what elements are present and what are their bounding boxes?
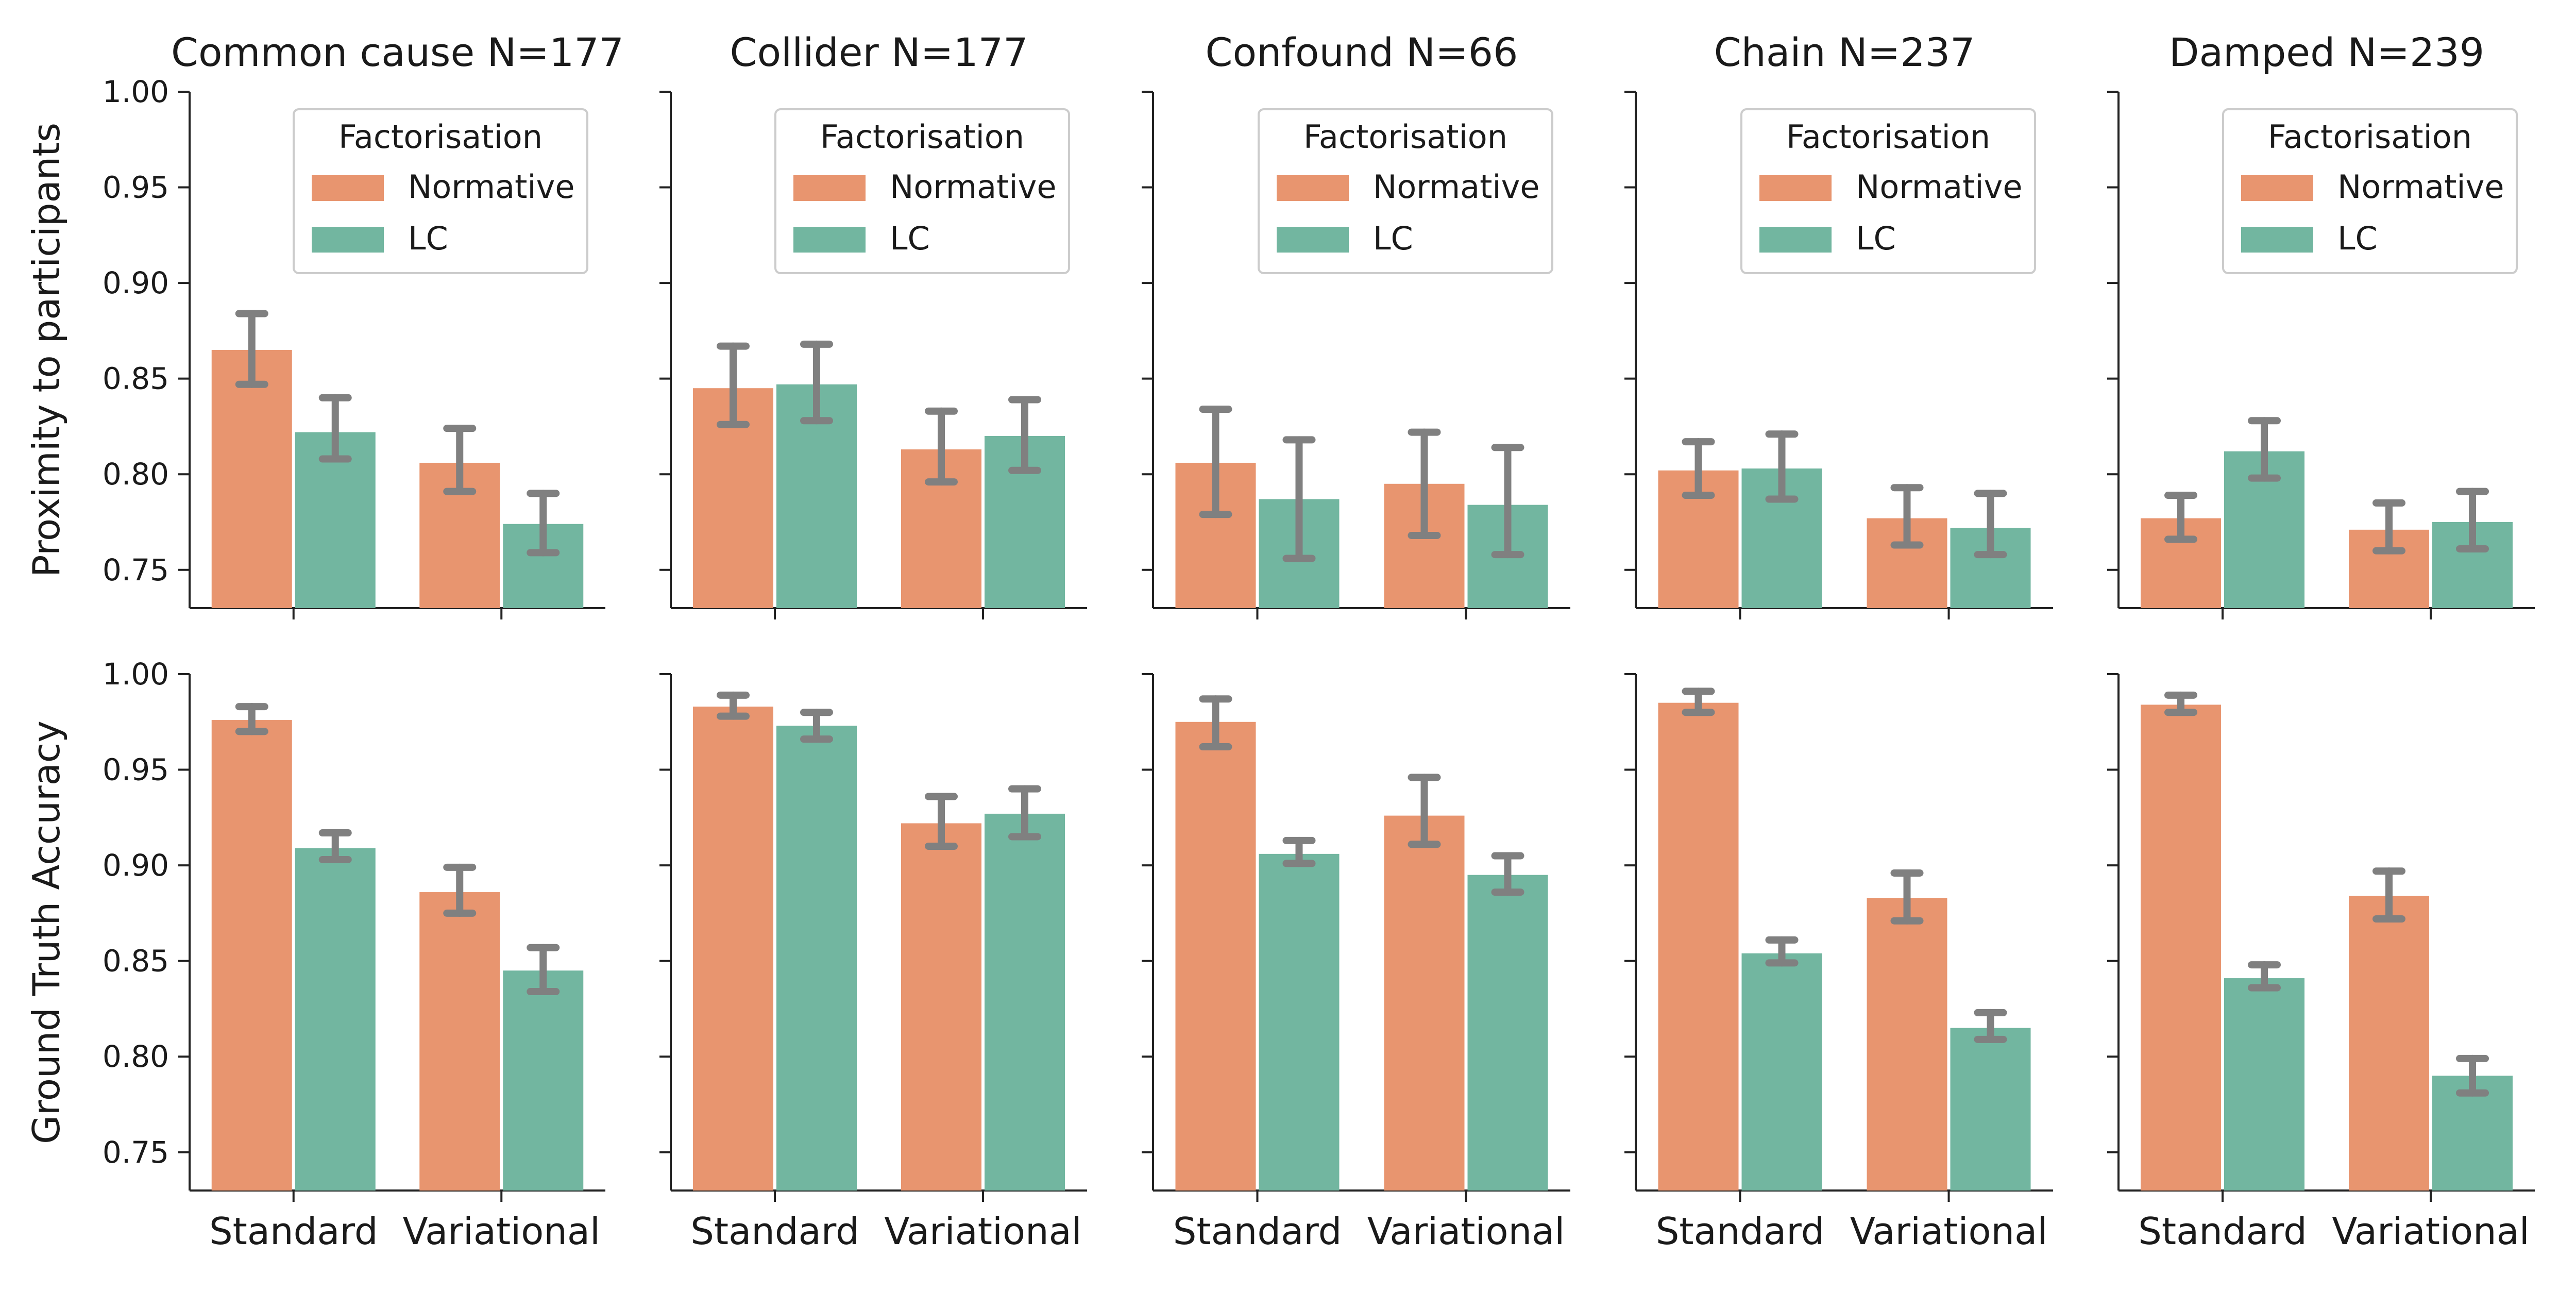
panel-title-3: Chain N=237	[1714, 29, 1975, 75]
legend-title: Factorisation	[1303, 118, 1507, 156]
x-tick-label: Variational	[1367, 1210, 1565, 1253]
y-axis-label-row-1: Ground Truth Accuracy	[25, 720, 68, 1144]
bar-normative	[2349, 896, 2429, 1191]
legend-title: Factorisation	[820, 118, 1024, 156]
bar-normative	[1175, 722, 1256, 1191]
panel-title-2: Confound N=66	[1206, 29, 1518, 75]
legend-swatch-lc	[793, 227, 866, 253]
legend-label-lc: LC	[408, 220, 448, 257]
y-tick-label: 0.75	[103, 1135, 169, 1170]
y-tick-label: 1.00	[103, 74, 169, 109]
x-tick-label: Standard	[690, 1210, 859, 1253]
legend-label-normative: Normative	[890, 168, 1056, 206]
bar-normative	[1658, 702, 1739, 1191]
bar-lc	[1950, 1028, 2031, 1191]
bar-normative	[901, 823, 981, 1191]
legend-label-lc: LC	[890, 220, 930, 257]
legend-label-lc: LC	[1373, 220, 1413, 257]
y-tick-label: 0.80	[103, 1039, 169, 1074]
y-axis-label-row-0: Proximity to participants	[25, 123, 68, 577]
legend-swatch-lc	[2241, 227, 2313, 253]
legend-label-normative: Normative	[2337, 168, 2504, 206]
bar-normative	[419, 892, 500, 1191]
panel-title-4: Damped N=239	[2169, 29, 2484, 75]
x-tick-label: Standard	[1656, 1210, 1825, 1253]
y-tick-label: 0.80	[103, 457, 169, 492]
x-tick-label: Variational	[884, 1210, 1082, 1253]
x-tick-label: Standard	[1173, 1210, 1342, 1253]
bar-lc	[503, 970, 584, 1191]
legend-title: Factorisation	[338, 118, 543, 156]
y-tick-label: 0.85	[103, 361, 169, 396]
bar-normative	[211, 720, 292, 1191]
bar-lc	[1467, 875, 1548, 1191]
legend-title: Factorisation	[1786, 118, 1990, 156]
x-tick-label: Variational	[1850, 1210, 2048, 1253]
bar-normative	[1867, 898, 1947, 1191]
y-tick-label: 0.85	[103, 944, 169, 979]
x-tick-label: Standard	[209, 1210, 378, 1253]
bar-normative	[2141, 705, 2221, 1191]
x-tick-label: Variational	[2332, 1210, 2530, 1253]
legend-label-normative: Normative	[408, 168, 574, 206]
y-tick-label: 0.90	[103, 848, 169, 883]
x-tick-label: Standard	[2138, 1210, 2307, 1253]
bar-lc	[776, 726, 857, 1191]
legend-swatch-normative	[793, 175, 866, 201]
legend-label-lc: LC	[1856, 220, 1896, 257]
legend-swatch-lc	[1277, 227, 1349, 253]
y-tick-label: 0.90	[103, 265, 169, 300]
legend-title: Factorisation	[2268, 118, 2472, 156]
legend-swatch-normative	[1277, 175, 1349, 201]
legend-swatch-normative	[312, 175, 384, 201]
legend-label-lc: LC	[2337, 220, 2378, 257]
bar-normative	[1384, 815, 1465, 1191]
legend-label-normative: Normative	[1856, 168, 2022, 206]
bar-lc	[985, 813, 1065, 1191]
panel-title-1: Collider N=177	[730, 29, 1028, 75]
legend-label-normative: Normative	[1373, 168, 1539, 206]
legend-swatch-lc	[312, 227, 384, 253]
bar-lc	[295, 848, 376, 1191]
bar-normative	[693, 707, 773, 1191]
x-tick-label: Variational	[402, 1210, 600, 1253]
panel-title-0: Common cause N=177	[171, 29, 624, 75]
y-tick-label: 0.95	[103, 170, 169, 205]
legend-swatch-normative	[2241, 175, 2313, 201]
y-tick-label: 1.00	[103, 657, 169, 692]
y-tick-label: 0.75	[103, 552, 169, 588]
bar-lc	[2224, 978, 2304, 1191]
bar-lc	[1741, 953, 1822, 1191]
y-tick-label: 0.95	[103, 752, 169, 787]
legend-swatch-normative	[1759, 175, 1832, 201]
bar-normative	[211, 350, 292, 608]
legend-swatch-lc	[1759, 227, 1832, 253]
bar-lc	[1259, 853, 1340, 1191]
